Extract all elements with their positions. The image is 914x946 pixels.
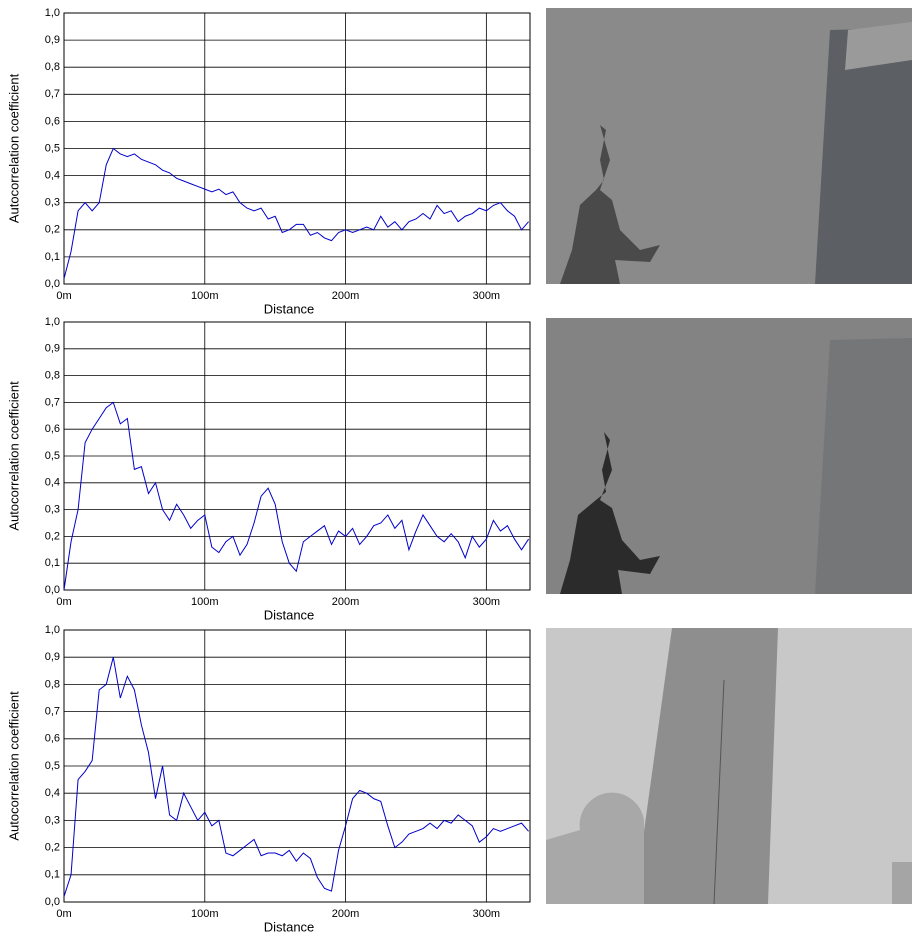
x-tick-label: 300m (473, 908, 501, 920)
x-tick-label: 0m (56, 290, 71, 302)
x-tick-label: 200m (332, 908, 360, 920)
x-axis-title: Distance (264, 919, 315, 934)
y-tick-label: 0,1 (45, 251, 60, 263)
y-tick-label: 0,8 (45, 61, 60, 73)
x-tick-label: 300m (473, 596, 501, 608)
photo-3 (546, 628, 912, 904)
y-tick-label: 0,6 (45, 115, 60, 127)
x-tick-label: 100m (191, 290, 219, 302)
y-tick-label: 0,1 (45, 869, 60, 881)
y-tick-label: 1,0 (45, 624, 60, 636)
x-tick-label: 200m (332, 290, 360, 302)
x-tick-label: 300m (473, 290, 501, 302)
y-axis-title: Autocorrelation coefficient (6, 381, 21, 531)
y-tick-label: 0,9 (45, 651, 60, 663)
y-tick-label: 0,0 (45, 896, 60, 908)
y-axis-title: Autocorrelation coefficient (6, 691, 21, 841)
figure: 0,0 0,1 0,2 0,3 0,4 0,5 0,6 0,7 0,8 0,9 1,0 0m 100m 2… (0, 0, 914, 941)
y-tick-label: 0,7 (45, 706, 60, 718)
y-tick-label: 1,0 (45, 316, 60, 328)
y-tick-label: 0,1 (45, 557, 60, 569)
x-tick-label: 0m (56, 908, 71, 920)
y-tick-label: 0,0 (45, 584, 60, 596)
chart: 0,0 0,1 0,2 0,3 0,4 0,5 0,6 0,7 0,8 0,9 1,0 0m 100m 2… (6, 7, 530, 317)
y-tick-label: 1,0 (45, 7, 60, 19)
y-tick-label: 0,2 (45, 530, 60, 542)
y-tick-label: 0,4 (45, 787, 60, 799)
building (815, 338, 912, 594)
y-tick-label: 0,8 (45, 678, 60, 690)
y-tick-label: 0,6 (45, 733, 60, 745)
y-tick-label: 0,6 (45, 423, 60, 435)
x-tick-label: 100m (191, 596, 219, 608)
y-tick-label: 0,5 (45, 760, 60, 772)
y-tick-label: 0,2 (45, 224, 60, 236)
y-tick-label: 0,5 (45, 450, 60, 462)
x-tick-label: 100m (191, 908, 219, 920)
y-tick-label: 0,3 (45, 197, 60, 209)
y-tick-label: 0,9 (45, 343, 60, 355)
y-tick-label: 0,7 (45, 396, 60, 408)
y-tick-label: 0,3 (45, 504, 60, 516)
y-tick-label: 0,7 (45, 88, 60, 100)
y-axis-title: Autocorrelation coefficient (6, 73, 21, 223)
y-tick-label: 0,9 (45, 34, 60, 46)
y-tick-label: 0,2 (45, 842, 60, 854)
chart: 0,0 0,1 0,2 0,3 0,4 0,5 0,6 0,7 0,8 0,9 1,0 0m 100m 2… (6, 316, 530, 623)
building-right (892, 862, 912, 904)
y-tick-label: 0,4 (45, 477, 60, 489)
y-tick-label: 0,0 (45, 278, 60, 290)
y-tick-label: 0,3 (45, 814, 60, 826)
y-tick-label: 0,8 (45, 370, 60, 382)
photo-1 (546, 8, 912, 284)
x-axis-title: Distance (264, 301, 315, 316)
y-tick-label: 0,5 (45, 142, 60, 154)
photo-2 (546, 318, 912, 594)
x-axis-title: Distance (264, 607, 315, 622)
x-tick-label: 0m (56, 596, 71, 608)
y-tick-label: 0,4 (45, 170, 60, 182)
x-tick-label: 200m (332, 596, 360, 608)
chart: 0,0 0,1 0,2 0,3 0,4 0,5 0,6 0,7 0,8 0,9 1,0 0m 100m 2… (6, 624, 530, 935)
